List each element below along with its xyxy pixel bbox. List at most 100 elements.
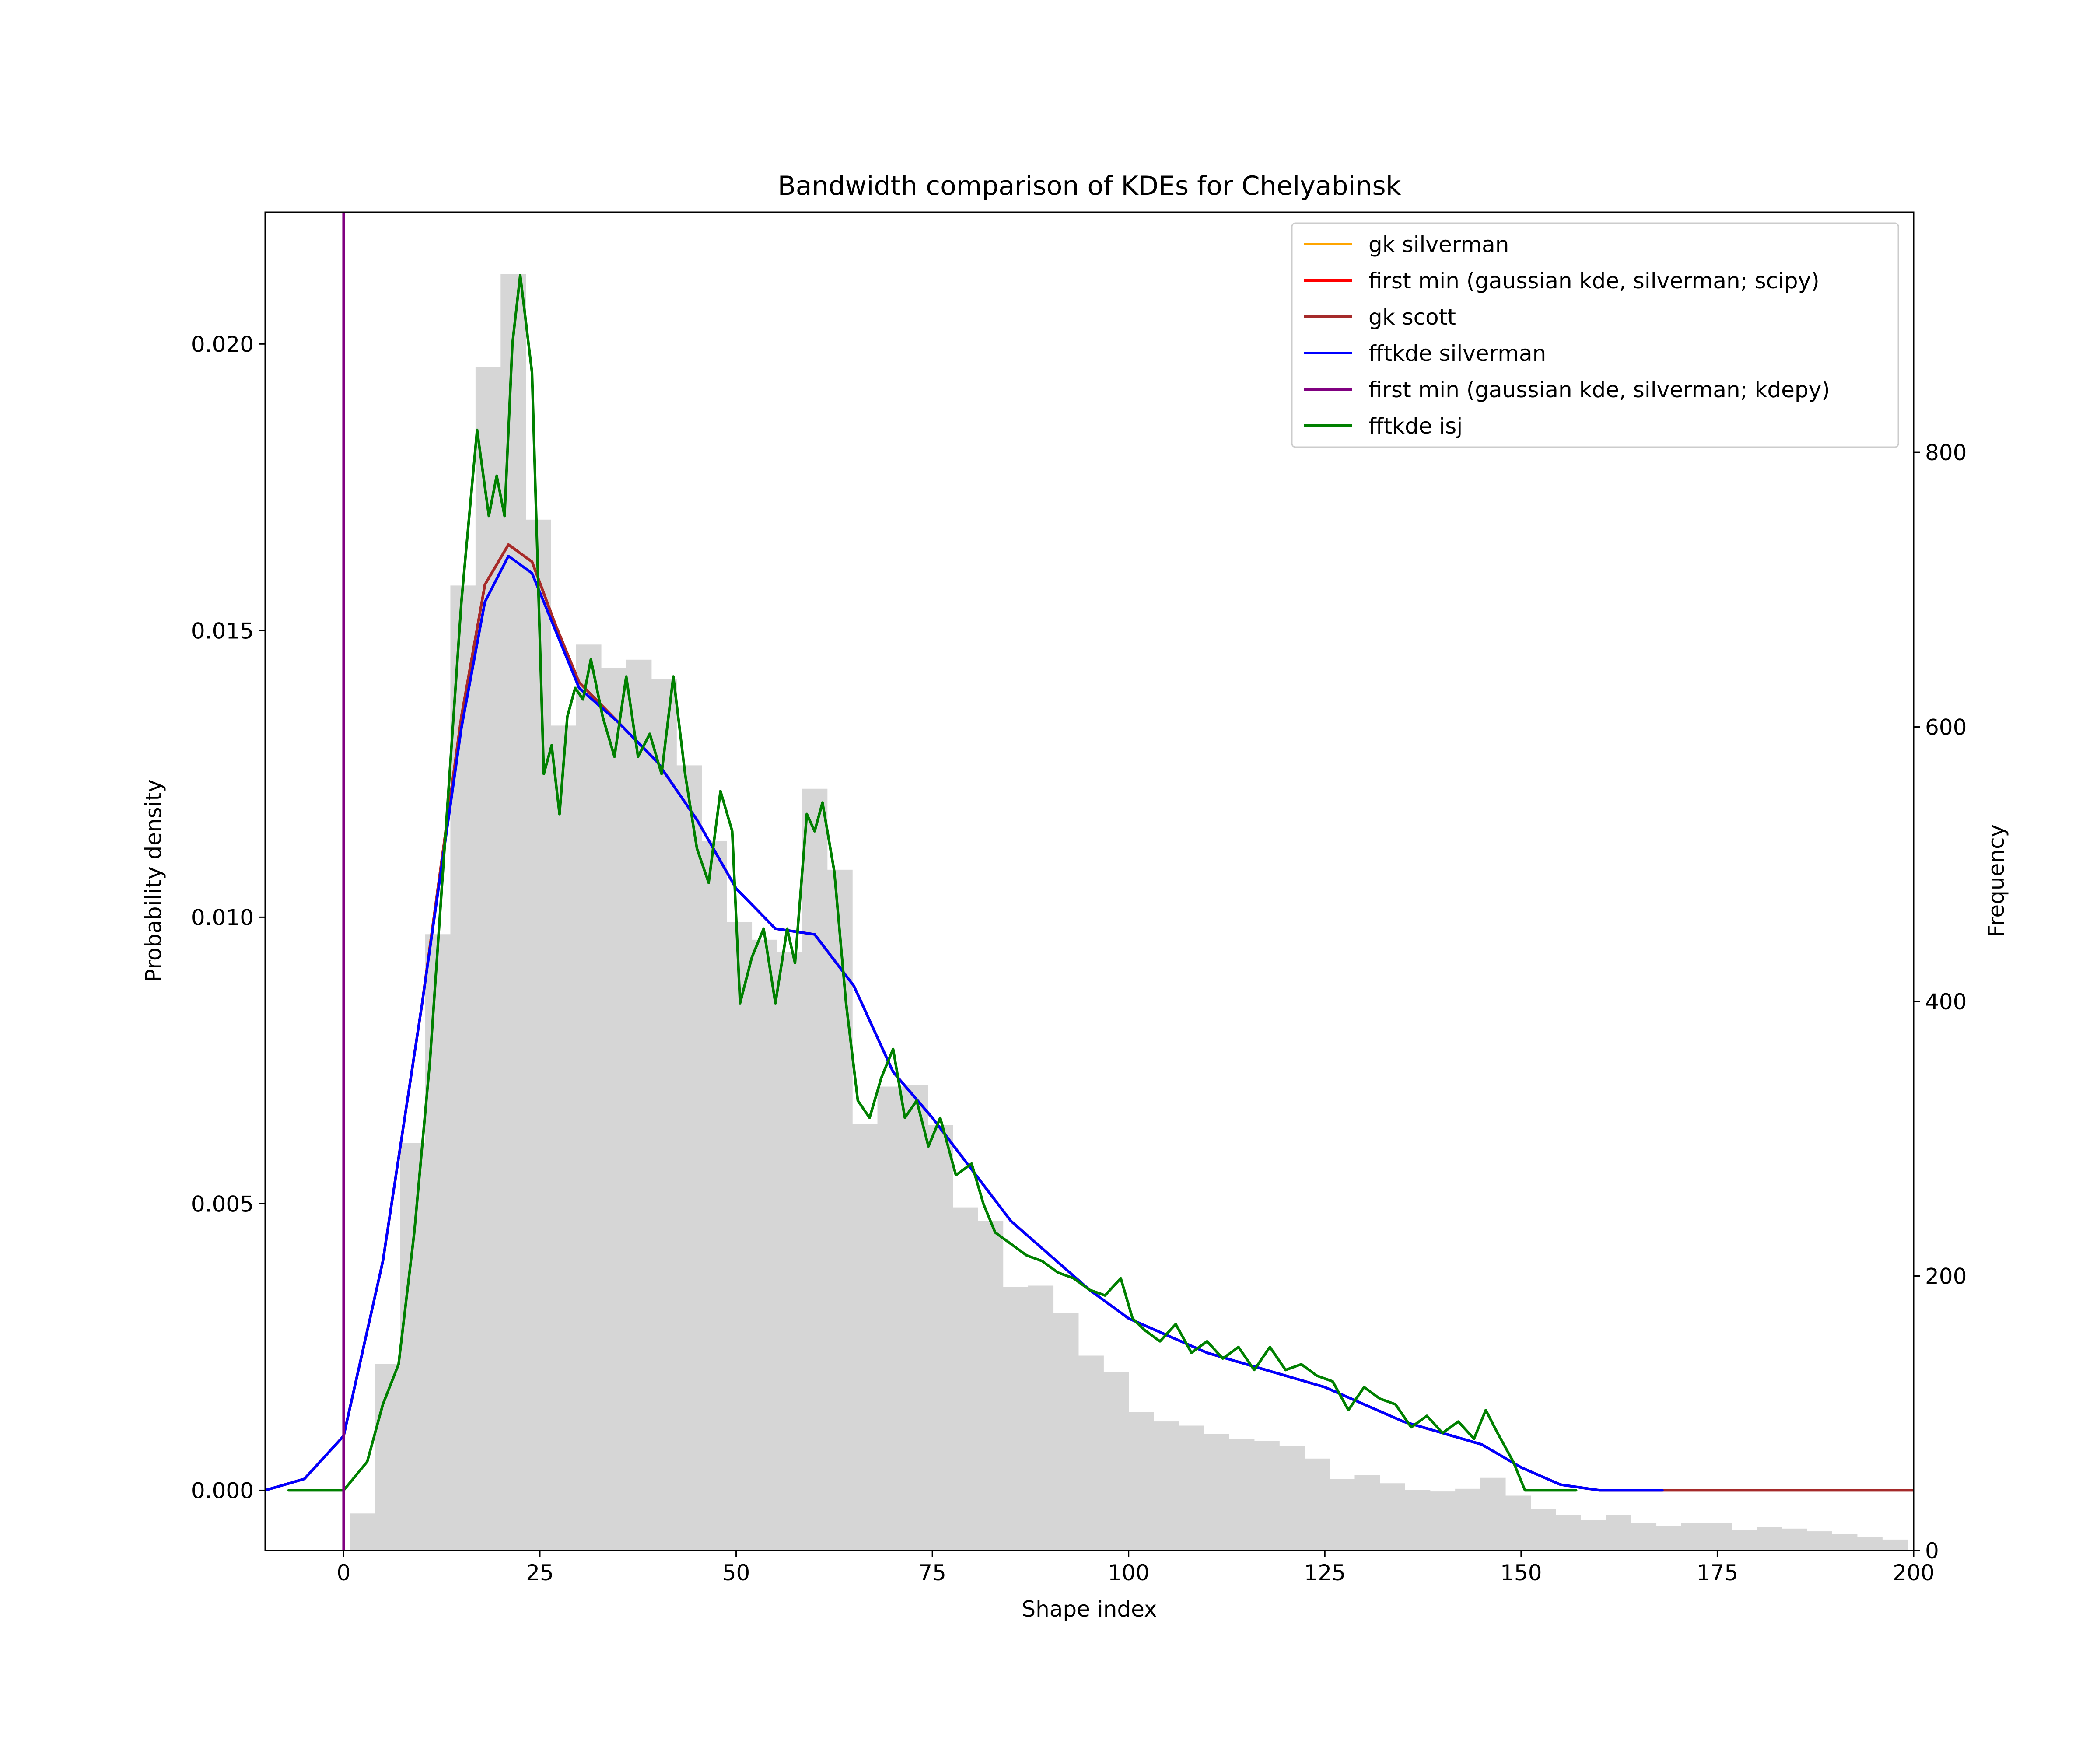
histogram-bar: [752, 939, 777, 1550]
histogram-bar: [1656, 1526, 1682, 1550]
histogram-bar: [827, 869, 853, 1550]
histogram-bar: [525, 519, 551, 1550]
histogram-bar: [1782, 1528, 1807, 1550]
y-tick-label: 0.015: [191, 618, 254, 644]
histogram-bar: [1405, 1490, 1431, 1550]
histogram: [350, 274, 1908, 1550]
histogram-bar: [1179, 1425, 1204, 1550]
histogram-bar: [1631, 1523, 1657, 1550]
x-axis-label: Shape index: [1022, 1596, 1157, 1622]
histogram-bar: [1606, 1515, 1631, 1550]
histogram-bar: [1832, 1534, 1858, 1550]
legend-label: fftkde silverman: [1368, 341, 1546, 366]
histogram-bar: [425, 934, 451, 1550]
histogram-bar: [978, 1221, 1004, 1550]
legend-label: gk scott: [1368, 304, 1456, 330]
legend-label: fftkde isj: [1368, 413, 1463, 439]
y2-tick-label: 600: [1925, 715, 1967, 740]
histogram-bar: [626, 659, 652, 1550]
x-tick-label: 100: [1108, 1560, 1149, 1586]
histogram-bar: [576, 644, 602, 1550]
histogram-bar: [1053, 1313, 1079, 1550]
histogram-bar: [1757, 1527, 1782, 1550]
series-line-fftkde-isj: [287, 274, 1578, 1492]
histogram-bar: [902, 1085, 928, 1550]
x-axis: 0 25 50 75 100 125 150 175 200: [337, 1550, 1935, 1586]
histogram-bar: [651, 679, 677, 1550]
histogram-bar: [1330, 1479, 1355, 1550]
histogram-bar: [701, 840, 727, 1550]
histogram-bar: [852, 1124, 878, 1550]
histogram-bar: [727, 922, 752, 1550]
histogram-bar: [1128, 1412, 1154, 1550]
histogram-bar: [676, 765, 702, 1550]
kde-lines: [265, 212, 1914, 1550]
histogram-bar: [1505, 1495, 1531, 1550]
x-tick-label: 200: [1893, 1560, 1934, 1586]
histogram-bar: [475, 367, 501, 1550]
histogram-bar: [1103, 1372, 1129, 1550]
histogram-bar: [1204, 1434, 1229, 1550]
legend-frame: [1291, 222, 1899, 448]
histogram-bar: [1078, 1355, 1104, 1550]
histogram-bar: [1028, 1285, 1054, 1550]
x-tick-label: 50: [722, 1560, 750, 1586]
histogram-bar: [1455, 1488, 1481, 1550]
histogram-bar: [1530, 1509, 1556, 1550]
histogram-bar: [1806, 1531, 1832, 1550]
histogram-bar: [928, 1125, 953, 1550]
y-tick-label: 0.020: [191, 332, 254, 357]
y-axis-label: Probability density: [141, 779, 166, 982]
legend-label: first min (gaussian kde, silverman; scip…: [1368, 268, 1820, 294]
legend-label: gk silverman: [1368, 232, 1509, 257]
histogram-bar: [802, 788, 828, 1550]
histogram-bar: [1279, 1446, 1305, 1550]
histogram-bar: [1857, 1536, 1883, 1550]
y-axis-left: 0.000 0.005 0.010 0.015 0.020: [191, 332, 265, 1503]
histogram-bar: [400, 1143, 426, 1550]
histogram-bar: [551, 725, 577, 1550]
y2-axis-label: Frequency: [1984, 824, 2009, 937]
plot-frame: [264, 211, 1914, 1551]
histogram-bar: [1555, 1515, 1581, 1550]
y2-tick-label: 0: [1925, 1538, 1939, 1564]
histogram-bar: [601, 668, 626, 1550]
series-line-fftkde-silverman: [265, 555, 1664, 1492]
histogram-bar: [1581, 1520, 1606, 1550]
histogram-bar: [1379, 1483, 1405, 1550]
legend: gk silverman first min (gaussian kde, sil…: [1291, 222, 1899, 448]
y-tick-label: 0.010: [191, 905, 254, 930]
x-tick-label: 0: [337, 1560, 351, 1586]
x-tick-label: 25: [526, 1560, 554, 1586]
histogram-bar: [1154, 1421, 1180, 1550]
y-axis-right: 0 200 400 600 800: [1914, 440, 1967, 1564]
x-tick-label: 175: [1697, 1560, 1738, 1586]
histogram-bar: [1430, 1491, 1456, 1550]
histogram-bar: [350, 1513, 375, 1550]
histogram-bar: [1706, 1523, 1732, 1550]
y-tick-label: 0.005: [191, 1191, 254, 1217]
x-tick-label: 125: [1304, 1560, 1346, 1586]
histogram-bar: [877, 1086, 903, 1550]
histogram-bar: [1354, 1475, 1380, 1550]
x-tick-label: 150: [1500, 1560, 1542, 1586]
y2-tick-label: 400: [1925, 989, 1967, 1015]
y2-tick-label: 800: [1925, 440, 1967, 466]
histogram-bar: [1304, 1458, 1330, 1550]
legend-label: first min (gaussian kde, silverman; kdep…: [1368, 377, 1830, 402]
histogram-bar: [1229, 1439, 1255, 1550]
histogram-bar: [777, 952, 802, 1550]
histogram-bar: [450, 585, 476, 1550]
histogram-bar: [952, 1207, 978, 1550]
histogram-bar: [1882, 1539, 1908, 1550]
histogram-bar: [1480, 1477, 1506, 1550]
histogram-bar: [1731, 1530, 1757, 1550]
x-tick-label: 75: [918, 1560, 946, 1586]
histogram-bar: [1681, 1523, 1707, 1550]
y2-tick-label: 200: [1925, 1264, 1967, 1289]
histogram-bar: [1003, 1287, 1029, 1550]
histogram-bar: [1254, 1441, 1280, 1550]
chart-title: Bandwidth comparison of KDEs for Chelyab…: [778, 171, 1401, 201]
y-tick-label: 0.000: [191, 1478, 254, 1503]
